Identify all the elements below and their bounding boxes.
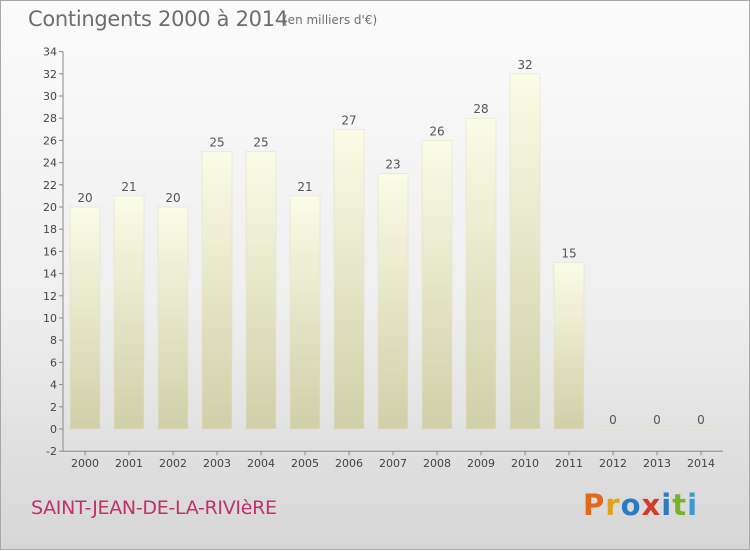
y-tick-label: 30 <box>43 90 57 103</box>
y-tick-label: 12 <box>43 290 57 303</box>
data-label-2014: 0 <box>697 413 705 427</box>
bar-2003 <box>201 151 233 430</box>
chart-subtitle: (en milliers d'€) <box>283 13 378 27</box>
data-label-2010: 32 <box>517 58 532 72</box>
y-tick-label: 32 <box>43 68 57 81</box>
y-tick-label: 10 <box>43 312 57 325</box>
bar-2010 <box>509 73 541 430</box>
bar-2000 <box>69 206 101 430</box>
data-label-2004: 25 <box>253 136 268 150</box>
data-label-2013: 0 <box>653 413 661 427</box>
x-tick-label-2012: 2012 <box>599 457 627 470</box>
bar-2005 <box>289 195 321 430</box>
data-label-2003: 25 <box>209 136 224 150</box>
bar-2014 <box>685 428 717 430</box>
bar-2004 <box>245 151 277 430</box>
bar-2008 <box>421 140 453 430</box>
bar-2002 <box>157 206 189 430</box>
data-label-2000: 20 <box>77 191 92 205</box>
x-tick-label-2008: 2008 <box>423 457 451 470</box>
y-tick-label: 2 <box>50 401 57 414</box>
data-label-2005: 21 <box>297 180 312 194</box>
x-tick-label-2006: 2006 <box>335 457 363 470</box>
x-tick-label-2002: 2002 <box>159 457 187 470</box>
x-tick-label-2013: 2013 <box>643 457 671 470</box>
y-tick-label: 28 <box>43 112 57 125</box>
y-tick-label: 24 <box>43 157 57 170</box>
y-tick-label: 22 <box>43 179 57 192</box>
x-tick-label-2000: 2000 <box>71 457 99 470</box>
x-tick-label-2003: 2003 <box>203 457 231 470</box>
bar-2006 <box>333 129 365 430</box>
y-tick-label: -2 <box>46 445 57 458</box>
proxiti-logo[interactable]: Proxiti <box>583 488 698 522</box>
y-tick-label: 4 <box>50 379 57 392</box>
y-tick-label: 8 <box>50 334 57 347</box>
data-label-2002: 20 <box>165 191 180 205</box>
data-label-2009: 28 <box>473 102 488 116</box>
data-label-2012: 0 <box>609 413 617 427</box>
y-tick-label: 16 <box>43 245 57 258</box>
x-tick-label-2011: 2011 <box>555 457 583 470</box>
data-label-2006: 27 <box>341 113 356 127</box>
brand-letter: t <box>672 488 688 522</box>
y-tick-label: 26 <box>43 134 57 147</box>
y-tick-label: 14 <box>43 268 57 281</box>
x-tick-label-2010: 2010 <box>511 457 539 470</box>
data-label-2011: 15 <box>561 247 576 261</box>
brand-letter: x <box>641 488 662 522</box>
data-label-2001: 21 <box>121 180 136 194</box>
bar-2001 <box>113 195 145 430</box>
x-tick-label-2004: 2004 <box>247 457 275 470</box>
brand-letter: i <box>687 488 699 522</box>
brand-letter: i <box>661 488 673 522</box>
brand-letter: P <box>583 488 606 522</box>
brand-letter: o <box>620 488 642 522</box>
data-label-2008: 26 <box>429 124 444 138</box>
x-tick-label-2001: 2001 <box>115 457 143 470</box>
y-tick-label: 20 <box>43 201 57 214</box>
x-tick-label-2007: 2007 <box>379 457 407 470</box>
x-tick-label-2014: 2014 <box>687 457 715 470</box>
bar-2007 <box>377 173 409 430</box>
y-tick-label: 6 <box>50 356 57 369</box>
bar-2011 <box>553 262 585 430</box>
x-tick-label-2005: 2005 <box>291 457 319 470</box>
x-tick-label-2009: 2009 <box>467 457 495 470</box>
town-name: SAINT-JEAN-DE-LA-RIVIèRE <box>31 497 277 519</box>
bar-2012 <box>597 428 629 430</box>
brand-letter: r <box>605 488 621 522</box>
y-tick-label: 0 <box>50 423 57 436</box>
y-tick-label: 18 <box>43 223 57 236</box>
chart-title: Contingents 2000 à 2014 <box>28 7 288 31</box>
data-label-2007: 23 <box>385 158 400 172</box>
y-tick-label: 34 <box>43 46 57 59</box>
bar-2013 <box>641 428 673 430</box>
bar-2009 <box>465 117 497 430</box>
